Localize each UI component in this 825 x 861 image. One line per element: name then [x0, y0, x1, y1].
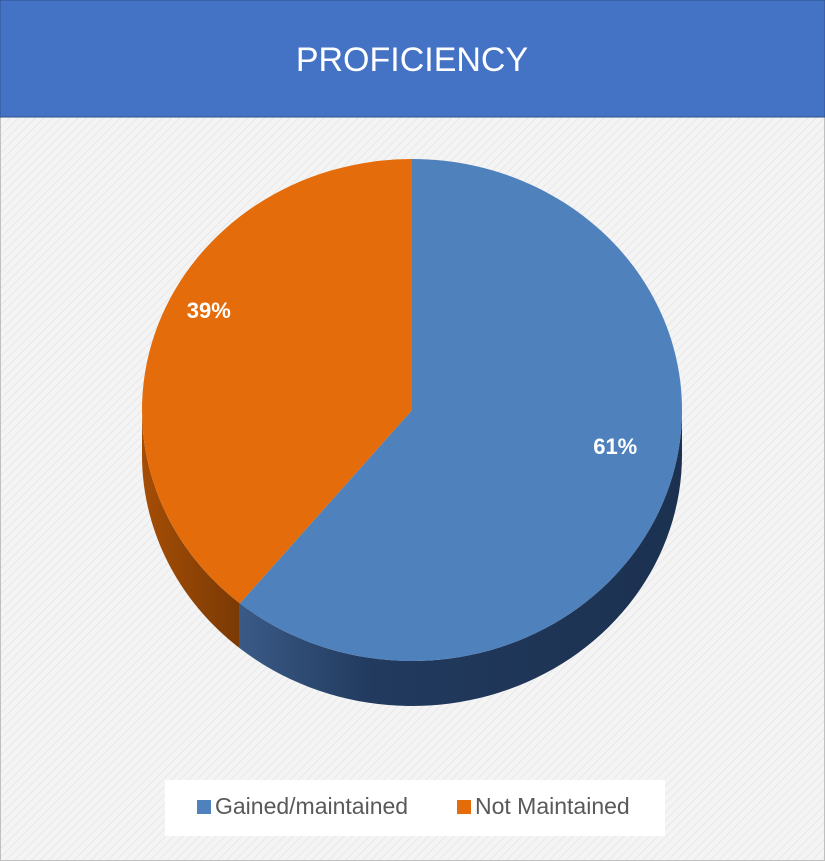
slice	[142, 159, 412, 604]
data-label: 61%	[593, 434, 637, 459]
data-label: 39%	[187, 298, 231, 323]
legend-swatch	[457, 800, 471, 814]
chart-title: PROFICIENCY	[296, 41, 528, 79]
legend-box	[165, 780, 665, 836]
slice	[239, 159, 683, 661]
pie: 61% 39%	[142, 159, 683, 706]
legend-label: Not Maintained	[475, 793, 630, 819]
slice-side	[239, 410, 683, 706]
slice-side	[142, 410, 240, 649]
legend-label: Gained/maintained	[215, 793, 408, 819]
legend-swatch	[197, 800, 211, 814]
header-band	[0, 0, 825, 118]
legend: Gained/maintained Not Maintained	[197, 793, 630, 819]
